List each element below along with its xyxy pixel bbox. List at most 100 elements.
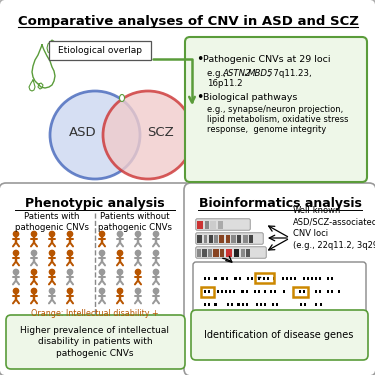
Bar: [263, 277, 265, 280]
Circle shape: [50, 269, 55, 274]
Circle shape: [32, 251, 37, 256]
Bar: [208, 249, 212, 256]
Bar: [246, 303, 248, 306]
Bar: [307, 277, 309, 280]
Bar: [331, 290, 333, 293]
Bar: [251, 277, 253, 280]
Text: ASD: ASD: [69, 126, 97, 140]
Bar: [237, 303, 240, 306]
Circle shape: [50, 231, 55, 237]
Bar: [246, 249, 250, 256]
Bar: [218, 220, 223, 228]
Bar: [220, 249, 224, 256]
Text: Bioinformatics analysis: Bioinformatics analysis: [199, 198, 362, 210]
Circle shape: [13, 269, 19, 274]
Text: Comparative analyses of CNV in ASD and SCZ: Comparative analyses of CNV in ASD and S…: [18, 15, 358, 27]
Bar: [264, 303, 266, 306]
Circle shape: [99, 269, 105, 274]
FancyBboxPatch shape: [185, 37, 367, 182]
Text: •: •: [196, 92, 203, 105]
Circle shape: [153, 269, 159, 274]
Bar: [197, 234, 202, 243]
Bar: [229, 290, 231, 293]
Bar: [256, 303, 258, 306]
Circle shape: [68, 269, 73, 274]
Bar: [210, 220, 216, 228]
Bar: [221, 290, 223, 293]
Bar: [208, 277, 210, 280]
Bar: [246, 290, 248, 293]
Bar: [219, 234, 224, 243]
Text: •: •: [196, 54, 203, 66]
Bar: [221, 277, 224, 280]
Text: ,: ,: [244, 69, 249, 78]
Text: Well-known
ASD/SCZ-associated
CNV loci
(e.g., 22q11.2, 3q29): Well-known ASD/SCZ-associated CNV loci (…: [293, 206, 375, 250]
Circle shape: [99, 288, 105, 294]
Bar: [240, 249, 244, 256]
Text: ASTN2: ASTN2: [222, 69, 251, 78]
Bar: [247, 277, 249, 280]
Circle shape: [135, 231, 141, 237]
Bar: [204, 290, 206, 293]
Bar: [338, 290, 340, 293]
Bar: [304, 303, 306, 306]
Bar: [272, 303, 274, 306]
Bar: [315, 303, 317, 306]
Text: Patients without
pathogenic CNVs: Patients without pathogenic CNVs: [98, 212, 172, 232]
FancyBboxPatch shape: [184, 183, 375, 375]
Bar: [320, 303, 322, 306]
Bar: [204, 234, 207, 243]
FancyBboxPatch shape: [0, 183, 192, 375]
Bar: [208, 303, 210, 306]
Bar: [303, 277, 305, 280]
Circle shape: [50, 288, 55, 294]
Text: response,  genome integrity: response, genome integrity: [207, 124, 326, 134]
Bar: [243, 234, 248, 243]
Bar: [214, 277, 217, 280]
Text: e.g., synapse/neuron projection,: e.g., synapse/neuron projection,: [207, 105, 343, 114]
Bar: [311, 277, 313, 280]
Text: lipid metabolism, oxidative stress: lipid metabolism, oxidative stress: [207, 114, 348, 123]
Text: Biological pathways: Biological pathways: [203, 93, 297, 102]
FancyBboxPatch shape: [191, 310, 368, 360]
Circle shape: [153, 288, 159, 294]
Text: Etiological overlap: Etiological overlap: [58, 46, 142, 55]
Bar: [276, 303, 278, 306]
Text: Patients with
pathogenic CNVs: Patients with pathogenic CNVs: [15, 212, 89, 232]
Text: Pathogenic CNVs at 29 loci: Pathogenic CNVs at 29 loci: [203, 56, 330, 64]
Circle shape: [13, 251, 19, 256]
Bar: [264, 290, 266, 293]
FancyBboxPatch shape: [196, 233, 263, 244]
Bar: [204, 303, 206, 306]
Text: 16p11.2: 16p11.2: [207, 78, 243, 87]
Ellipse shape: [120, 94, 124, 102]
Text: MBD5: MBD5: [248, 69, 273, 78]
Bar: [283, 290, 285, 293]
Circle shape: [32, 288, 37, 294]
Bar: [226, 234, 230, 243]
Bar: [227, 303, 229, 306]
Text: Higher prevalence of intellectual
disability in patients with
pathogenic CNVs: Higher prevalence of intellectual disabi…: [21, 326, 170, 358]
Bar: [202, 249, 207, 256]
Bar: [299, 290, 301, 293]
Text: , 7q11.23,: , 7q11.23,: [268, 69, 312, 78]
Bar: [315, 290, 317, 293]
Bar: [294, 277, 296, 280]
Bar: [258, 290, 260, 293]
Circle shape: [68, 231, 73, 237]
FancyBboxPatch shape: [49, 41, 151, 60]
Bar: [303, 290, 305, 293]
FancyBboxPatch shape: [196, 219, 250, 230]
Bar: [282, 277, 284, 280]
Circle shape: [117, 251, 123, 256]
Bar: [214, 303, 217, 306]
Text: Phenotypic analysis: Phenotypic analysis: [25, 198, 165, 210]
Bar: [214, 234, 218, 243]
Bar: [231, 303, 233, 306]
Bar: [286, 277, 288, 280]
Bar: [208, 290, 210, 293]
FancyBboxPatch shape: [6, 315, 185, 369]
Text: Orange: Intellectual disability +: Orange: Intellectual disability +: [31, 309, 159, 318]
Bar: [209, 234, 213, 243]
Circle shape: [135, 288, 141, 294]
